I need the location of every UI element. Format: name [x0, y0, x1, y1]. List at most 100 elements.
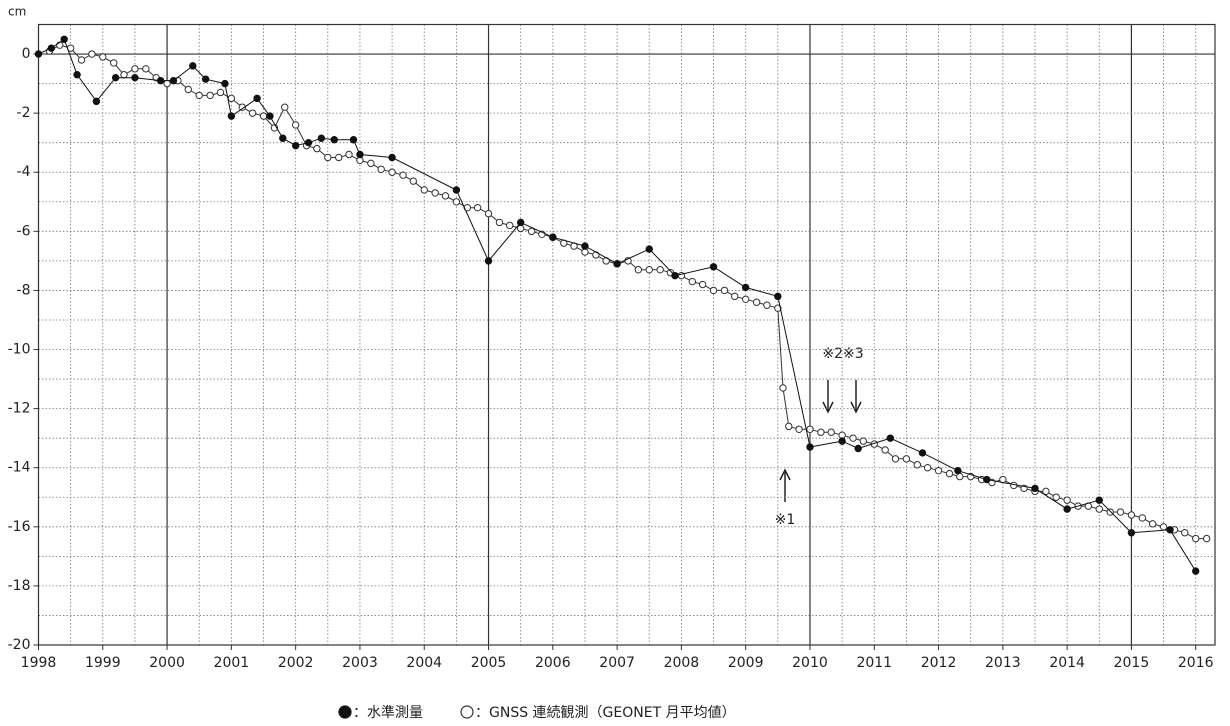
data-point	[671, 271, 679, 280]
data-point	[409, 177, 418, 185]
y-tick-label: -16	[8, 519, 31, 535]
data-point	[881, 446, 889, 454]
data-point	[248, 109, 257, 117]
data-point	[934, 466, 943, 475]
data-point	[47, 44, 56, 52]
data-point	[156, 76, 165, 85]
data-point	[291, 141, 300, 150]
data-point	[983, 475, 991, 484]
data-point	[954, 466, 962, 475]
data-point	[163, 79, 171, 88]
data-point	[806, 425, 814, 434]
data-point	[795, 425, 803, 434]
y-tick-label: -10	[8, 342, 31, 358]
data-point	[201, 75, 210, 83]
data-point	[313, 144, 321, 153]
data-point	[281, 103, 289, 111]
data-point	[752, 298, 761, 306]
x-tick-label: 2006	[535, 655, 571, 671]
data-point	[216, 88, 225, 97]
data-point	[1106, 508, 1114, 516]
legend-marker	[338, 705, 352, 719]
data-point	[60, 35, 68, 43]
data-point	[142, 65, 150, 73]
data-point	[634, 266, 643, 274]
y-tick-label: -18	[8, 578, 31, 594]
legend-label: ：GNSS 連続観測（GEONET 月平均値）	[475, 704, 736, 721]
data-point	[77, 56, 86, 64]
x-tick-label: 2015	[1114, 655, 1150, 671]
data-point	[495, 218, 504, 227]
data-point	[709, 286, 718, 295]
annotation: ※1	[775, 512, 796, 528]
data-point	[349, 136, 358, 144]
data-point	[73, 71, 81, 79]
x-tick-label: 2004	[406, 655, 442, 671]
x-tick-label: 2007	[599, 655, 635, 671]
x-tick-label: 2014	[1049, 655, 1085, 671]
data-point	[838, 437, 846, 445]
data-point	[709, 263, 718, 271]
x-tick-label: 2010	[792, 655, 828, 671]
data-point	[1063, 505, 1071, 513]
x-tick-label: 2000	[149, 655, 185, 671]
x-tick-label: 1998	[21, 655, 57, 671]
data-point	[1063, 496, 1071, 504]
data-point	[1127, 511, 1136, 519]
data-point	[206, 91, 214, 100]
data-point	[367, 159, 375, 168]
data-point	[506, 221, 514, 230]
series-line	[49, 44, 1207, 540]
data-point	[169, 76, 178, 85]
data-point	[886, 434, 895, 442]
data-point	[785, 422, 793, 431]
y-tick-label: -8	[17, 282, 31, 298]
x-tick-label: 2002	[278, 655, 314, 671]
x-tick-label: 2003	[342, 655, 378, 671]
data-point	[110, 59, 118, 67]
data-point	[452, 198, 461, 206]
x-tick-label: 1999	[85, 655, 121, 671]
data-point	[763, 301, 771, 309]
data-point	[221, 79, 229, 88]
data-point	[849, 434, 857, 442]
y-tick-label: -4	[17, 164, 31, 180]
data-point	[592, 251, 600, 259]
data-point	[1095, 505, 1103, 513]
data-point	[111, 73, 120, 82]
data-point	[291, 121, 300, 129]
data-point	[388, 153, 396, 162]
data-point	[259, 112, 268, 120]
data-point	[1159, 523, 1168, 531]
data-point	[698, 280, 707, 289]
data-point	[484, 209, 493, 218]
data-point	[1127, 529, 1136, 537]
data-point	[1192, 567, 1200, 575]
data-point	[854, 444, 862, 453]
data-point	[1116, 508, 1125, 516]
data-point	[720, 286, 729, 295]
data-point	[688, 277, 697, 286]
data-point	[473, 203, 482, 212]
data-point	[345, 150, 353, 159]
data-point	[902, 455, 911, 463]
data-point	[324, 153, 332, 162]
data-point	[945, 469, 954, 478]
data-point	[253, 94, 261, 103]
data-point	[356, 150, 364, 159]
y-tick-label: -14	[8, 460, 31, 476]
legend-label: ：水準測量	[353, 705, 423, 721]
data-point	[120, 71, 128, 79]
data-point	[377, 165, 385, 173]
data-point	[1192, 534, 1200, 543]
legend-marker	[460, 705, 474, 719]
data-point	[1148, 520, 1157, 528]
data-point	[1138, 514, 1147, 522]
data-point	[923, 464, 932, 472]
data-point	[420, 186, 428, 194]
data-point	[891, 455, 900, 463]
data-point	[189, 62, 197, 70]
data-point	[1202, 534, 1211, 543]
y-tick-label: -6	[17, 223, 31, 239]
